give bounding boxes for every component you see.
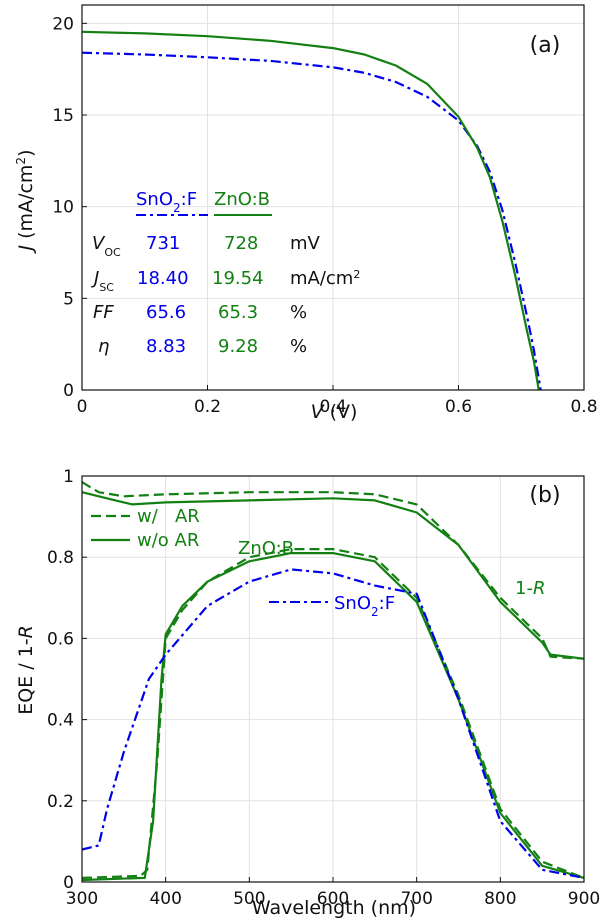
panel-b-xtick-label: 500: [233, 889, 265, 909]
panel-b-xtick-label: 300: [66, 889, 98, 909]
table-row-voc-label: VOC: [92, 233, 121, 259]
annotation-snof: SnO2:F: [334, 593, 395, 619]
panel-b-frame: [81, 475, 585, 883]
panel-b-series: [81, 481, 585, 882]
table-row-eta-snof: 8.83: [146, 336, 186, 357]
table-header-znob: ZnO:B: [214, 189, 270, 210]
legend-wo-ar-label: w/o AR: [137, 530, 199, 551]
panel-b-label: (b): [529, 483, 560, 508]
panel-b-ytick-label: 1: [63, 467, 74, 487]
panel-a-series-zno-b: [81, 30, 540, 391]
panel-b-tick-labels: 300 400 500 600 700 800 900 0 0.2 0.4 0.6 0.8 1: [47, 467, 600, 909]
panel-a-series: [81, 30, 542, 391]
panel-a-xtick-label: 0.4: [319, 397, 346, 417]
panel-b-ytick-label: 0.4: [47, 711, 74, 731]
annotation-znob: ZnO:B: [238, 538, 294, 559]
table-row-eta-label: η: [98, 336, 109, 357]
panel-a-ytick-label: 0: [63, 381, 74, 401]
panel-a-xtick-label: 0.6: [445, 397, 472, 417]
annotation-1-r: 1-R: [515, 578, 545, 599]
panel-a-ytick-label: 15: [52, 106, 74, 126]
table-row-jsc-unit: mA/cm2: [290, 268, 360, 290]
panel-a-frame: [81, 4, 585, 391]
panel-a-tick-labels: 0 0.2 0.4 0.6 0.8 0 5 10 15 20: [52, 14, 597, 417]
panel-a-ylabel: J (mA/cm2): [14, 150, 37, 255]
table-row-jsc-snof: 18.40: [137, 268, 189, 289]
panel-b-series-zno-b-w-ar: [81, 548, 585, 879]
panel-b-xtick-label: 900: [568, 889, 600, 909]
panel-a-xtick-label: 0.2: [194, 397, 221, 417]
panel-a-xtick-label: 0.8: [570, 397, 597, 417]
panel-b-legend: w/ AR w/o AR: [91, 506, 200, 551]
panel-a-series-sno2-f: [81, 51, 542, 391]
legend-w-ar-label: w/ AR: [137, 506, 200, 527]
panel-a: 0 0.2 0.4 0.6 0.8 0 5 10 15 20 (a) J (mA/cm2) V (…: [14, 4, 598, 423]
table-row-eta-unit: %: [290, 336, 307, 357]
table-row-jsc-znob: 19.54: [212, 268, 264, 289]
panel-b-xtick-label: 400: [149, 889, 181, 909]
panel-a-ytick-label: 5: [63, 289, 74, 309]
panel-b-ylabel: EQE / 1-R: [15, 625, 37, 715]
panel-b-xlabel: Wavelength (nm): [252, 897, 416, 919]
panel-b-xtick-label: 700: [400, 889, 432, 909]
panel-b-ytick-label: 0: [63, 873, 74, 893]
panel-b-xtick-label: 800: [484, 889, 516, 909]
panel-b-ytick-label: 0.8: [47, 548, 74, 568]
panel-a-grid: [81, 5, 585, 391]
table-header-snof: SnO2:F: [136, 189, 197, 215]
panel-a-ytick-label: 10: [52, 198, 74, 218]
table-row-jsc-label: JSC: [91, 268, 114, 294]
panel-a-label: (a): [530, 33, 561, 58]
table-row-voc-snof: 731: [146, 233, 180, 254]
table-row-eta-znob: 9.28: [218, 336, 258, 357]
performance-table: SnO2:F ZnO:B VOC 731 728 mV JSC 18.40 19…: [91, 189, 360, 357]
table-row-ff-label: FF: [93, 302, 114, 323]
table-row-voc-znob: 728: [224, 233, 258, 254]
table-row-ff-snof: 65.6: [146, 302, 186, 323]
table-row-ff-znob: 65.3: [218, 302, 258, 323]
table-row-ff-unit: %: [290, 302, 307, 323]
table-row-voc-unit: mV: [290, 233, 321, 254]
panel-b-series-sno2-f: [81, 568, 585, 879]
panel-b-series-1-r-w-o-ar: [81, 491, 585, 660]
panel-a-ytick-label: 20: [52, 14, 74, 34]
panel-b-xtick-label: 600: [317, 889, 349, 909]
panel-a-xlabel: V (V): [311, 401, 358, 423]
panel-b-ytick-label: 0.2: [47, 792, 74, 812]
panel-b-ytick-label: 0.6: [47, 629, 74, 649]
panel-a-xtick-label: 0: [77, 397, 88, 417]
panel-b-series-zno-b-w-o-ar: [81, 552, 585, 882]
